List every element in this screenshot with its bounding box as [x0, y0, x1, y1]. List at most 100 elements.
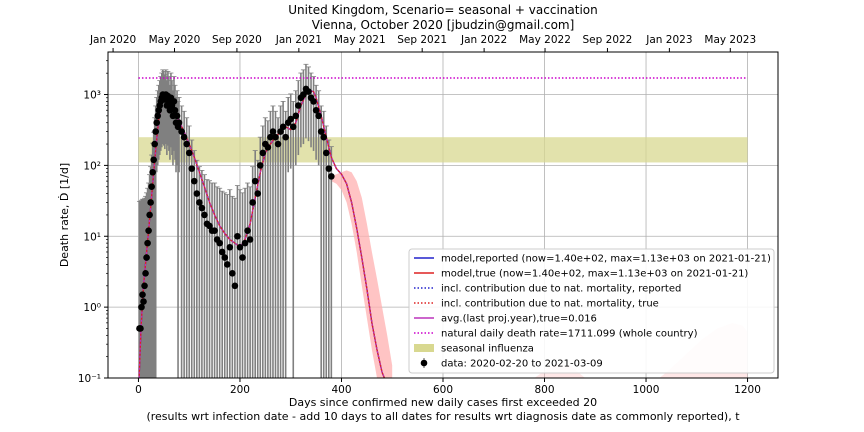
top-tick-label: May 2021 [334, 34, 386, 46]
legend-label: data: 2020-02-20 to 2021-03-09 [441, 359, 603, 370]
top-tick-label: Jan 2020 [89, 34, 136, 46]
data-point [305, 88, 312, 95]
top-tick-label: Sep 2022 [583, 34, 633, 46]
data-point [236, 243, 244, 251]
data-point [141, 282, 148, 290]
y-tick-label: 10¹ [83, 231, 101, 243]
data-point [173, 112, 181, 120]
data-point [269, 128, 277, 135]
x-tick-label: 600 [433, 384, 453, 396]
data-point [142, 270, 149, 277]
data-point [239, 254, 246, 261]
data-point [267, 133, 274, 141]
top-tick-label: May 2020 [149, 34, 201, 46]
data-point [143, 254, 150, 261]
data-point [325, 165, 333, 172]
data-point [251, 177, 259, 185]
data-point [198, 204, 206, 212]
influenza-band-rect [138, 137, 748, 163]
data-point [188, 165, 196, 172]
x-tick-label: 1000 [633, 384, 660, 396]
legend-label: model,reported (now=1.40e+02, max=1.13e+… [441, 254, 771, 265]
data-point [264, 144, 272, 151]
chart-title-line2: Vienna, October 2020 [jbudzin@gmail.com] [312, 18, 575, 32]
data-point [279, 123, 287, 131]
data-point [146, 211, 153, 219]
data-point [282, 133, 289, 141]
x-tick-label: 0 [135, 384, 142, 396]
legend-entry: model,true (now=1.40e+02, max=1.13e+03 o… [414, 269, 748, 280]
legend-label: incl. contribution due to nat. mortality… [441, 284, 681, 295]
legend-label: seasonal influenza [441, 344, 534, 355]
legend-entry: model,reported (now=1.40e+02, max=1.13e+… [414, 254, 771, 265]
data-point [246, 236, 254, 243]
data-point [183, 140, 190, 148]
data-point [196, 199, 203, 206]
legend-label: incl. contribution due to nat. mortality… [441, 299, 659, 310]
projection-uncertainty-band [331, 170, 393, 378]
data-point [180, 133, 188, 141]
x-tick-label: 800 [534, 384, 554, 396]
legend-entry: natural daily death rate=1711.099 (whole… [414, 329, 698, 340]
top-date-axis: Jan 2020 May 2020 Sep 2020 Jan 2021 May 2021… [89, 34, 756, 52]
legend-entry: incl. contribution due to nat. mortality… [414, 284, 681, 295]
data-point [147, 199, 154, 206]
data-point [226, 243, 234, 251]
legend-label: avg.(last proj.year),true=0.016 [441, 314, 597, 325]
data-point [312, 106, 320, 114]
data-point [178, 128, 185, 135]
data-point [201, 211, 208, 219]
avg-line [138, 90, 386, 378]
top-tick-label: Sep 2021 [397, 34, 447, 46]
data-point [295, 102, 302, 109]
data-point [148, 183, 155, 191]
y-axis: 10⁻¹ 10⁰ 10¹ 10² 10³ [78, 60, 108, 385]
top-tick-label: Jan 2021 [275, 34, 322, 46]
legend-entry: incl. contribution due to nat. mortality… [414, 299, 659, 310]
data-point [149, 168, 156, 176]
data-point [216, 239, 223, 247]
data-point [272, 133, 279, 141]
y-tick-label: 10² [83, 160, 101, 172]
data-point [241, 239, 249, 247]
data-point [137, 325, 144, 332]
influenza-band [138, 137, 748, 163]
data-points [136, 85, 335, 332]
x-tick-label: 1200 [734, 384, 761, 396]
data-point [223, 261, 231, 268]
legend: model,reported (now=1.40e+02, max=1.13e+… [408, 248, 775, 374]
data-point [289, 123, 297, 131]
data-point [315, 112, 322, 120]
data-point [244, 227, 251, 234]
data-point [139, 291, 146, 298]
data-point [138, 303, 145, 311]
top-tick-label: May 2022 [519, 34, 571, 46]
x-axis-label-line1: Days since confirmed new daily cases fir… [289, 396, 597, 409]
data-point [152, 128, 160, 135]
legend-entry: avg.(last proj.year),true=0.016 [414, 314, 597, 325]
legend-swatch [414, 344, 434, 352]
data-point [171, 106, 179, 114]
data-point [300, 91, 307, 98]
data-point [287, 115, 295, 123]
data-point [231, 282, 239, 290]
data-point [229, 270, 236, 277]
data-point [249, 199, 256, 206]
data-point [211, 227, 218, 234]
top-tick-label: May 2023 [704, 34, 756, 46]
data-point [317, 128, 325, 135]
data-point [145, 227, 152, 234]
data-point [328, 173, 335, 180]
data-point [310, 98, 317, 105]
legend-box [408, 248, 775, 374]
data-point [153, 119, 161, 127]
x-axis-label-line2: (results wrt infection date - add 10 day… [146, 410, 740, 423]
data-point [193, 190, 201, 197]
data-point [144, 239, 151, 247]
legend-entry: seasonal influenza [414, 344, 534, 355]
data-point [140, 298, 147, 305]
data-point [292, 112, 300, 120]
x-axis: 0 200 400 600 800 1000 1200 [135, 378, 761, 396]
legend-entry: data: 2020-02-20 to 2021-03-09 [420, 358, 603, 370]
